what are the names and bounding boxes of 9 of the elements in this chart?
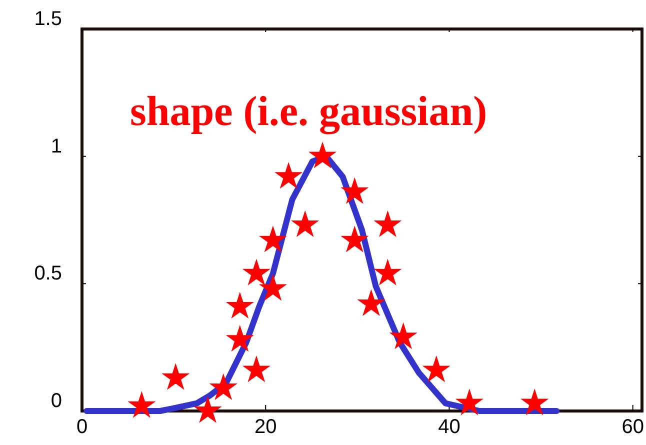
annotation: shape (i.e. gaussian) <box>130 89 488 135</box>
x-tick-label: 40 <box>438 416 460 438</box>
y-tick-label: 1.5 <box>34 8 62 30</box>
y-tick-label: 0.5 <box>34 262 62 285</box>
y-tick-label: 0 <box>50 390 62 412</box>
x-tick-label: 20 <box>254 416 277 438</box>
y-tick-label: 1 <box>50 135 62 158</box>
x-tick-label: 0 <box>76 416 88 438</box>
x-tick-label: 60 <box>622 416 644 438</box>
